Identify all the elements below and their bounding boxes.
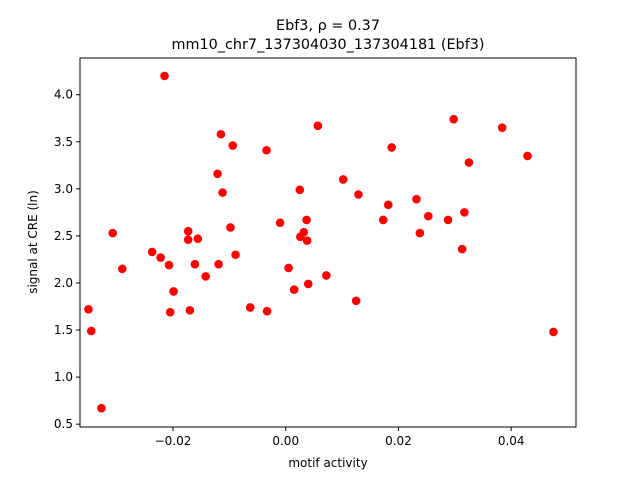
y-tick-label: 1.0 <box>54 370 73 384</box>
data-point <box>108 228 117 238</box>
data-point <box>415 228 425 238</box>
data-point <box>228 141 238 150</box>
chart-title-line2: mm10_chr7_137304030_137304181 (Ebf3) <box>171 37 484 53</box>
data-point <box>464 158 474 167</box>
data-point <box>213 169 222 179</box>
y-tick-label: 0.5 <box>54 417 73 431</box>
data-point <box>302 215 311 225</box>
data-point <box>497 123 507 132</box>
data-point <box>183 226 193 236</box>
data-point <box>97 403 106 413</box>
chart-title-line1: Ebf3, ρ = 0.37 <box>276 18 380 34</box>
data-point <box>218 188 227 197</box>
data-point <box>295 185 305 195</box>
data-point <box>303 279 313 289</box>
data-point <box>245 303 255 312</box>
data-point <box>216 129 226 139</box>
data-point <box>387 143 396 152</box>
data-point <box>284 263 293 273</box>
plot-area-frame <box>79 57 577 428</box>
data-point <box>201 272 210 281</box>
data-point <box>262 306 272 316</box>
data-point <box>523 151 532 161</box>
x-axis-label: motif activity <box>288 456 367 470</box>
data-point <box>302 236 312 245</box>
data-point <box>322 271 331 280</box>
y-tick-label: 3.0 <box>54 182 73 196</box>
data-point <box>338 175 348 184</box>
data-point <box>378 215 388 225</box>
y-tick-label: 4.0 <box>54 88 73 102</box>
data-point <box>164 260 174 270</box>
data-point <box>84 305 93 314</box>
x-axis-ticks: −0.02 0.00 0.02 0.04 <box>155 427 525 448</box>
data-point <box>275 218 285 228</box>
data-point <box>147 247 157 257</box>
data-point <box>231 250 240 260</box>
data-point <box>226 223 235 232</box>
x-tick-label: 0.02 <box>385 434 412 448</box>
data-point <box>549 327 558 337</box>
data-point <box>160 71 169 81</box>
data-point <box>354 190 363 199</box>
data-point <box>313 121 323 131</box>
y-tick-label: 1.5 <box>54 323 73 337</box>
data-point <box>424 211 433 221</box>
data-point <box>351 296 361 306</box>
data-point <box>443 215 453 225</box>
y-axis-label: signal at CRE (ln) <box>26 190 40 294</box>
data-points <box>84 71 558 413</box>
y-axis-ticks: 0.5 1.0 1.5 2.0 2.5 3.0 3.5 4.0 <box>54 88 80 431</box>
data-point <box>449 114 458 124</box>
x-tick-label: 0.00 <box>272 434 299 448</box>
data-point <box>412 194 421 204</box>
y-tick-label: 3.5 <box>54 135 73 149</box>
data-point <box>156 253 165 262</box>
data-point <box>169 287 178 296</box>
x-tick-label: 0.04 <box>498 434 525 448</box>
x-tick-label: −0.02 <box>155 434 192 448</box>
y-tick-label: 2.0 <box>54 276 73 290</box>
data-point <box>289 285 299 294</box>
data-point <box>190 259 200 269</box>
data-point <box>165 307 175 317</box>
y-tick-label: 2.5 <box>54 229 73 243</box>
data-point <box>185 305 195 315</box>
data-point <box>262 145 271 155</box>
data-point <box>117 264 127 274</box>
data-point <box>183 235 193 244</box>
data-point <box>299 227 309 237</box>
data-point <box>214 259 223 269</box>
data-point <box>457 244 467 254</box>
data-point <box>460 208 469 217</box>
data-point <box>384 200 393 210</box>
data-point <box>86 326 96 336</box>
data-point <box>193 234 203 244</box>
